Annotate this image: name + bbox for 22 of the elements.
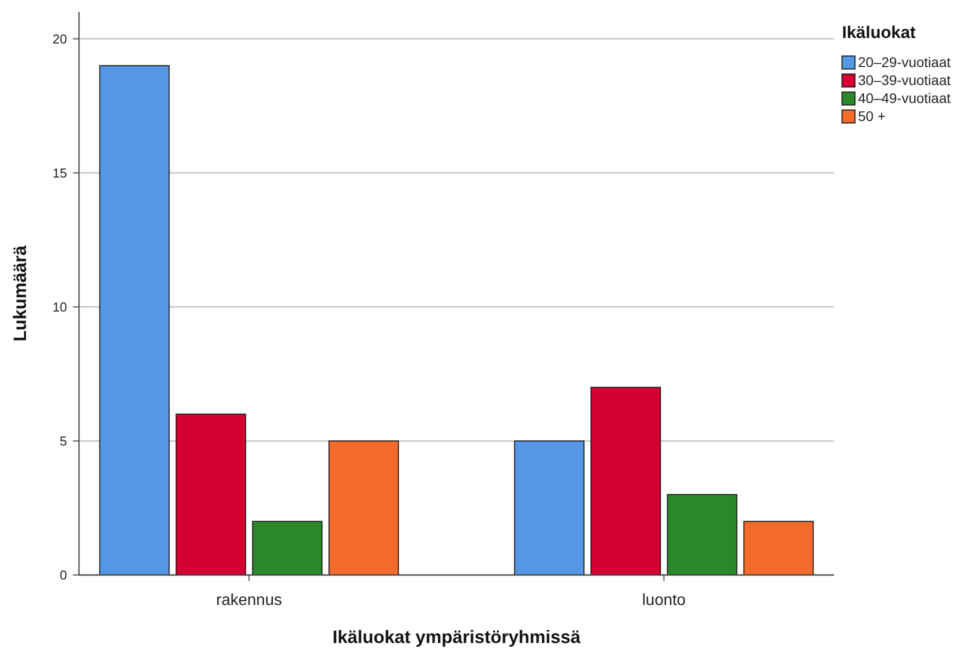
x-axis-title: Ikäluokat ympäristöryhmissä: [332, 627, 582, 647]
bar: [176, 414, 246, 576]
bar: [328, 440, 399, 576]
x-tick-label: rakennus: [216, 592, 282, 609]
legend-label: 40–49-vuotiaat: [858, 90, 951, 106]
y-tick-label: 20: [52, 31, 67, 46]
legend-title: Ikäluokat: [842, 23, 916, 42]
bar: [590, 386, 661, 576]
bar: [514, 440, 584, 576]
legend-label: 30–39-vuotiaat: [858, 72, 951, 88]
y-axis-title: Lukumäärä: [10, 244, 30, 342]
legend-label: 20–29-vuotiaat: [858, 54, 951, 70]
y-tick-label: 10: [52, 299, 67, 314]
y-tick-label: 5: [60, 434, 67, 448]
legend-label: 50 +: [858, 108, 886, 124]
bar: [743, 520, 814, 576]
bar: [666, 494, 738, 576]
x-tick-label: luonto: [642, 592, 686, 609]
bar: [252, 520, 322, 576]
y-tick-label: 15: [52, 165, 67, 180]
y-tick-label: 0: [60, 568, 67, 583]
bar: [99, 65, 170, 576]
